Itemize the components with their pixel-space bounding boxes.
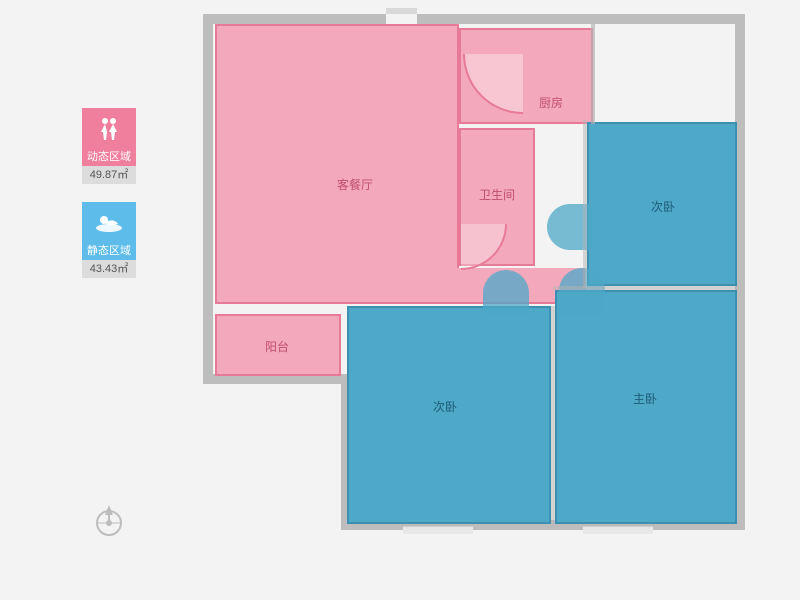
legend-dynamic: 动态区域 49.87㎡ [82, 108, 138, 184]
window-marker [583, 526, 653, 534]
door-arc-bed2b [483, 270, 529, 316]
room-label-bed2a: 次卧 [651, 198, 675, 215]
room-label-living: 客餐厅 [337, 176, 373, 193]
room-label-bathroom: 卫生间 [479, 186, 515, 203]
window-marker [403, 526, 473, 534]
room-label-bed2b: 次卧 [433, 398, 457, 415]
floorplan-canvas: 客餐厅厨房卫生间阳台次卧次卧主卧 [203, 14, 745, 538]
room-bed2b: 次卧 [347, 306, 551, 524]
legend-static-label: 静态区域 [82, 242, 136, 260]
door-arc-master [559, 268, 605, 314]
room-balcony: 阳台 [215, 314, 341, 376]
legend-static-icon [82, 202, 136, 242]
legend-dynamic-label: 动态区域 [82, 148, 136, 166]
legend-dynamic-value: 49.87㎡ [82, 166, 136, 184]
room-bed2a: 次卧 [587, 122, 737, 286]
legend-dynamic-icon [82, 108, 136, 148]
room-master: 主卧 [555, 290, 737, 524]
legend-static: 静态区域 43.43㎡ [82, 202, 138, 278]
room-label-balcony: 阳台 [265, 338, 289, 355]
room-label-master: 主卧 [633, 390, 657, 407]
legend-static-value: 43.43㎡ [82, 260, 136, 278]
room-living: 客餐厅 [215, 24, 459, 294]
legend-panel: 动态区域 49.87㎡ 静态区域 43.43㎡ [82, 108, 138, 296]
room-corridor [215, 268, 585, 304]
compass-icon [91, 503, 127, 539]
room-label-kitchen: 厨房 [539, 94, 563, 111]
